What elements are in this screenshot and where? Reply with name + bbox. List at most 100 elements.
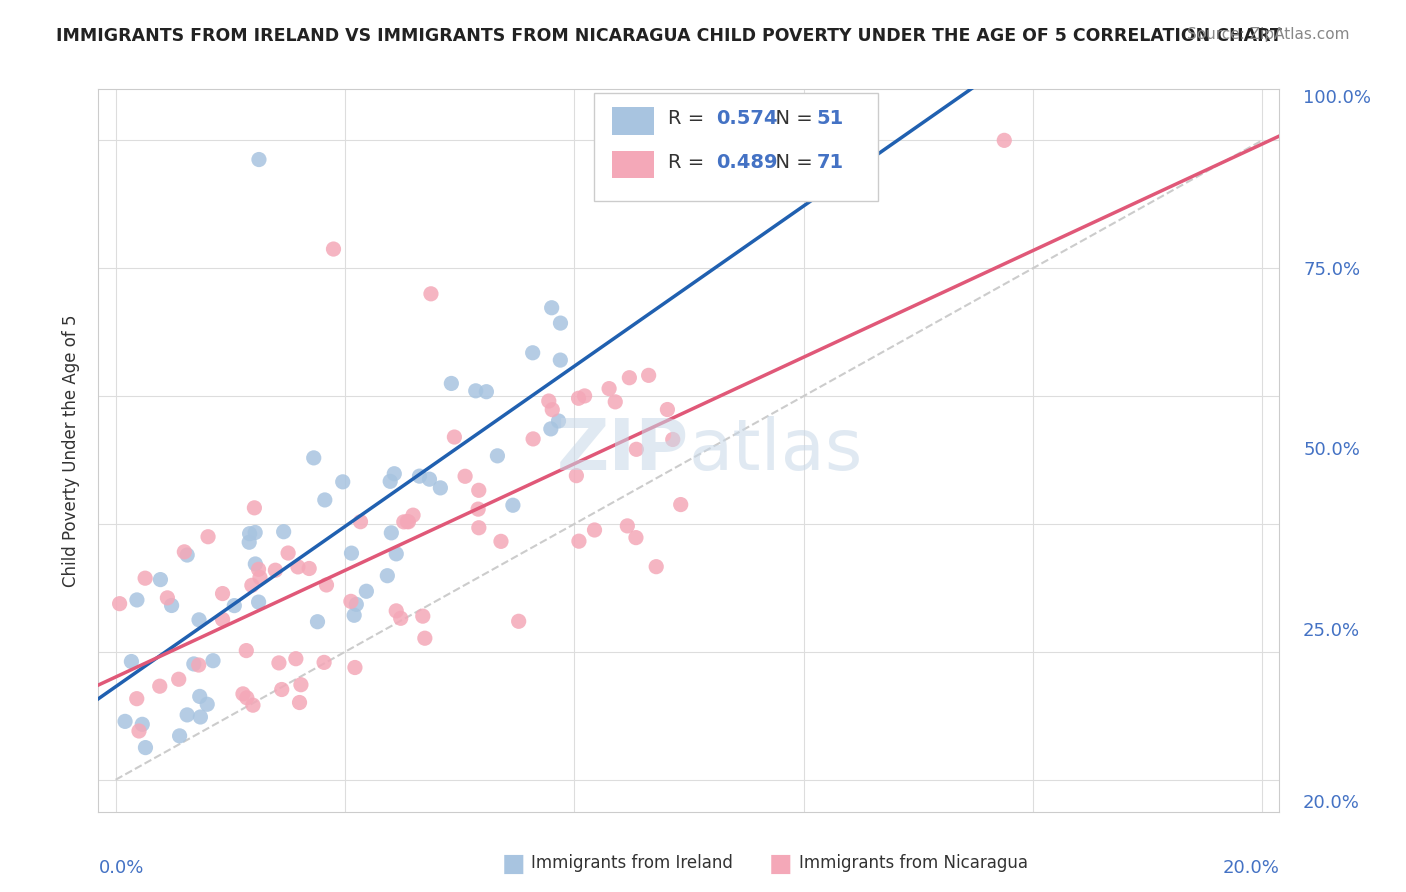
Point [232,687,254,701]
FancyBboxPatch shape [612,151,654,178]
Point [344,598,367,612]
Point [502,498,524,512]
Point [243,525,266,540]
Point [993,133,1015,147]
Point [264,563,287,577]
Point [187,658,209,673]
Point [277,546,299,560]
Point [245,557,267,571]
Point [108,597,131,611]
Point [418,472,440,486]
Point [565,468,588,483]
Point [537,394,560,409]
Point [547,414,569,428]
Point [475,384,498,399]
Text: ■: ■ [769,852,792,875]
Point [340,594,363,608]
Text: 25.0%: 25.0% [1303,622,1360,640]
Text: 0.489: 0.489 [716,153,778,171]
Point [443,430,465,444]
Point [167,672,190,686]
Text: Source: ZipAtlas.com: Source: ZipAtlas.com [1187,27,1350,42]
Text: 0.0%: 0.0% [98,859,143,877]
Point [567,391,589,405]
Point [239,526,262,541]
Point [637,368,659,383]
Point [125,593,148,607]
Point [413,631,436,645]
Point [131,717,153,731]
Point [375,568,398,582]
Point [128,723,150,738]
Point [195,698,218,712]
Point [247,562,270,576]
Point [114,714,136,729]
Point [149,573,172,587]
Point [224,599,246,613]
Point [385,604,408,618]
Point [464,384,486,398]
Point [598,382,620,396]
Point [380,525,402,540]
Point [541,402,564,417]
Point [160,599,183,613]
Text: R =: R = [668,110,710,128]
Point [657,402,679,417]
Text: Immigrants from Ireland: Immigrants from Ireland [531,855,734,872]
Point [508,615,530,629]
Point [156,591,179,605]
Point [624,531,647,545]
Point [408,469,430,483]
Point [173,545,195,559]
Point [247,153,270,167]
Text: 50.0%: 50.0% [1303,442,1360,459]
Text: N =: N = [763,153,820,171]
Text: Immigrants from Nicaragua: Immigrants from Nicaragua [799,855,1028,872]
Point [343,660,366,674]
Point [669,498,692,512]
Point [605,394,627,409]
Point [392,515,415,529]
Point [522,432,544,446]
Point [149,679,172,693]
Point [273,524,295,539]
Point [550,316,572,330]
Point [134,571,156,585]
Text: N =: N = [763,110,820,128]
Point [616,519,638,533]
Point [314,492,336,507]
Point [382,467,405,481]
Point [236,690,259,705]
Point [486,449,509,463]
Point [645,559,668,574]
Point [284,651,307,665]
Point [270,682,292,697]
Point [440,376,463,391]
Point [197,530,219,544]
Point [402,508,425,523]
Point [315,578,337,592]
Point [211,612,233,626]
Text: IMMIGRANTS FROM IRELAND VS IMMIGRANTS FROM NICARAGUA CHILD POVERTY UNDER THE AGE: IMMIGRANTS FROM IRELAND VS IMMIGRANTS FR… [56,27,1282,45]
Point [343,608,366,623]
Point [298,561,321,575]
Point [169,729,191,743]
Text: 75.0%: 75.0% [1303,260,1360,279]
Point [385,547,408,561]
Point [302,450,325,465]
Point [396,515,419,529]
Point [626,442,648,457]
Text: 20.0%: 20.0% [1303,794,1360,812]
Y-axis label: Child Poverty Under the Age of 5: Child Poverty Under the Age of 5 [62,314,80,587]
Point [332,475,354,489]
Point [568,534,591,549]
Point [468,483,491,498]
Point [242,698,264,713]
Point [454,469,477,483]
Text: R =: R = [668,153,710,171]
Point [583,523,606,537]
Point [287,560,309,574]
Point [340,546,363,560]
Point [412,609,434,624]
Point [190,710,212,724]
